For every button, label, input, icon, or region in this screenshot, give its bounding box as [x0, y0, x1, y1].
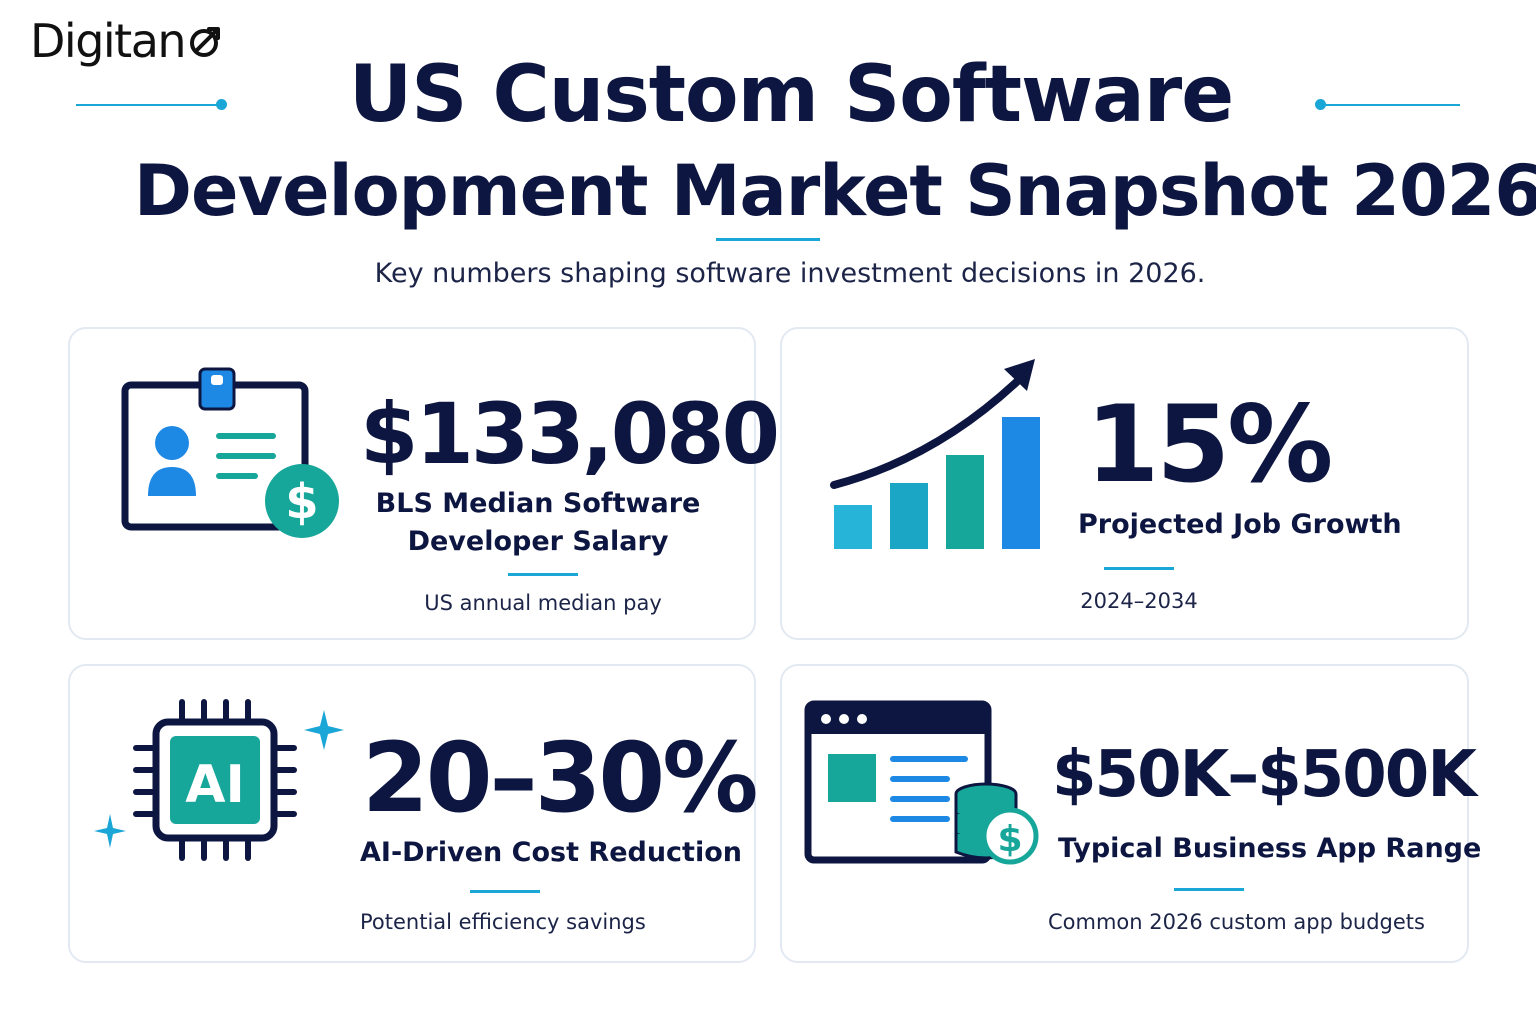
stat-label-salary-line1: BLS Median Software [375, 488, 701, 519]
stat-rule-ai-cost [470, 890, 540, 893]
growth-bar-chart-icon [830, 359, 1040, 549]
title-underline [716, 238, 820, 241]
decorative-line-left [76, 104, 221, 106]
logo-text: Digitan [30, 14, 187, 68]
logo-mark-icon [190, 27, 221, 57]
stat-value-job-growth: 15% [1085, 383, 1334, 506]
stat-rule-salary [508, 573, 578, 576]
decorative-line-right [1320, 104, 1460, 106]
stat-label-salary-line2: Developer Salary [407, 526, 669, 557]
stat-note-ai-cost: Potential efficiency savings [360, 910, 646, 934]
stat-value-ai-cost: 20–30% [362, 722, 758, 834]
stat-value-salary: $133,080 [360, 385, 780, 483]
stat-card-app-range: $ $50K–$500K Typical Business App Range … [780, 664, 1482, 963]
stat-card-ai-cost: AI 20–30% AI-Driven Cost Reduction Poten… [68, 664, 758, 963]
page-title-line2: Development Market Snapshot 2026 [133, 150, 1536, 232]
page-subtitle: Key numbers shaping software investment … [374, 258, 1206, 289]
stat-card-job-growth: 15% Projected Job Growth 2024–2034 [780, 327, 1469, 640]
stat-value-app-range: $50K–$500K [1052, 738, 1477, 812]
svg-text:$: $ [997, 819, 1022, 860]
stat-label-job-growth: Projected Job Growth [1078, 509, 1402, 540]
decorative-dot-left [216, 99, 227, 110]
page-title-line1: US Custom Software [348, 50, 1234, 140]
decorative-dot-right [1315, 99, 1326, 110]
stat-note-app-range: Common 2026 custom app budgets [1048, 910, 1425, 934]
ai-chip-text: AI [185, 755, 245, 815]
stat-rule-app-range [1174, 888, 1244, 891]
stat-note-salary: US annual median pay [424, 591, 662, 615]
id-badge-dollar-icon: $ [121, 367, 339, 538]
svg-text:$: $ [285, 474, 318, 530]
stat-label-ai-cost: AI-Driven Cost Reduction [360, 837, 742, 868]
stat-label-app-range: Typical Business App Range [1058, 833, 1482, 864]
stat-card-salary: $ $133,080 BLS Median Software Developer… [68, 327, 780, 640]
app-window-coins-icon: $ [804, 700, 1039, 865]
stat-rule-job-growth [1104, 567, 1174, 570]
ai-chip-icon: AI [94, 699, 344, 861]
stat-note-job-growth: 2024–2034 [1080, 589, 1198, 613]
brand-logo: Digitan [30, 14, 223, 68]
